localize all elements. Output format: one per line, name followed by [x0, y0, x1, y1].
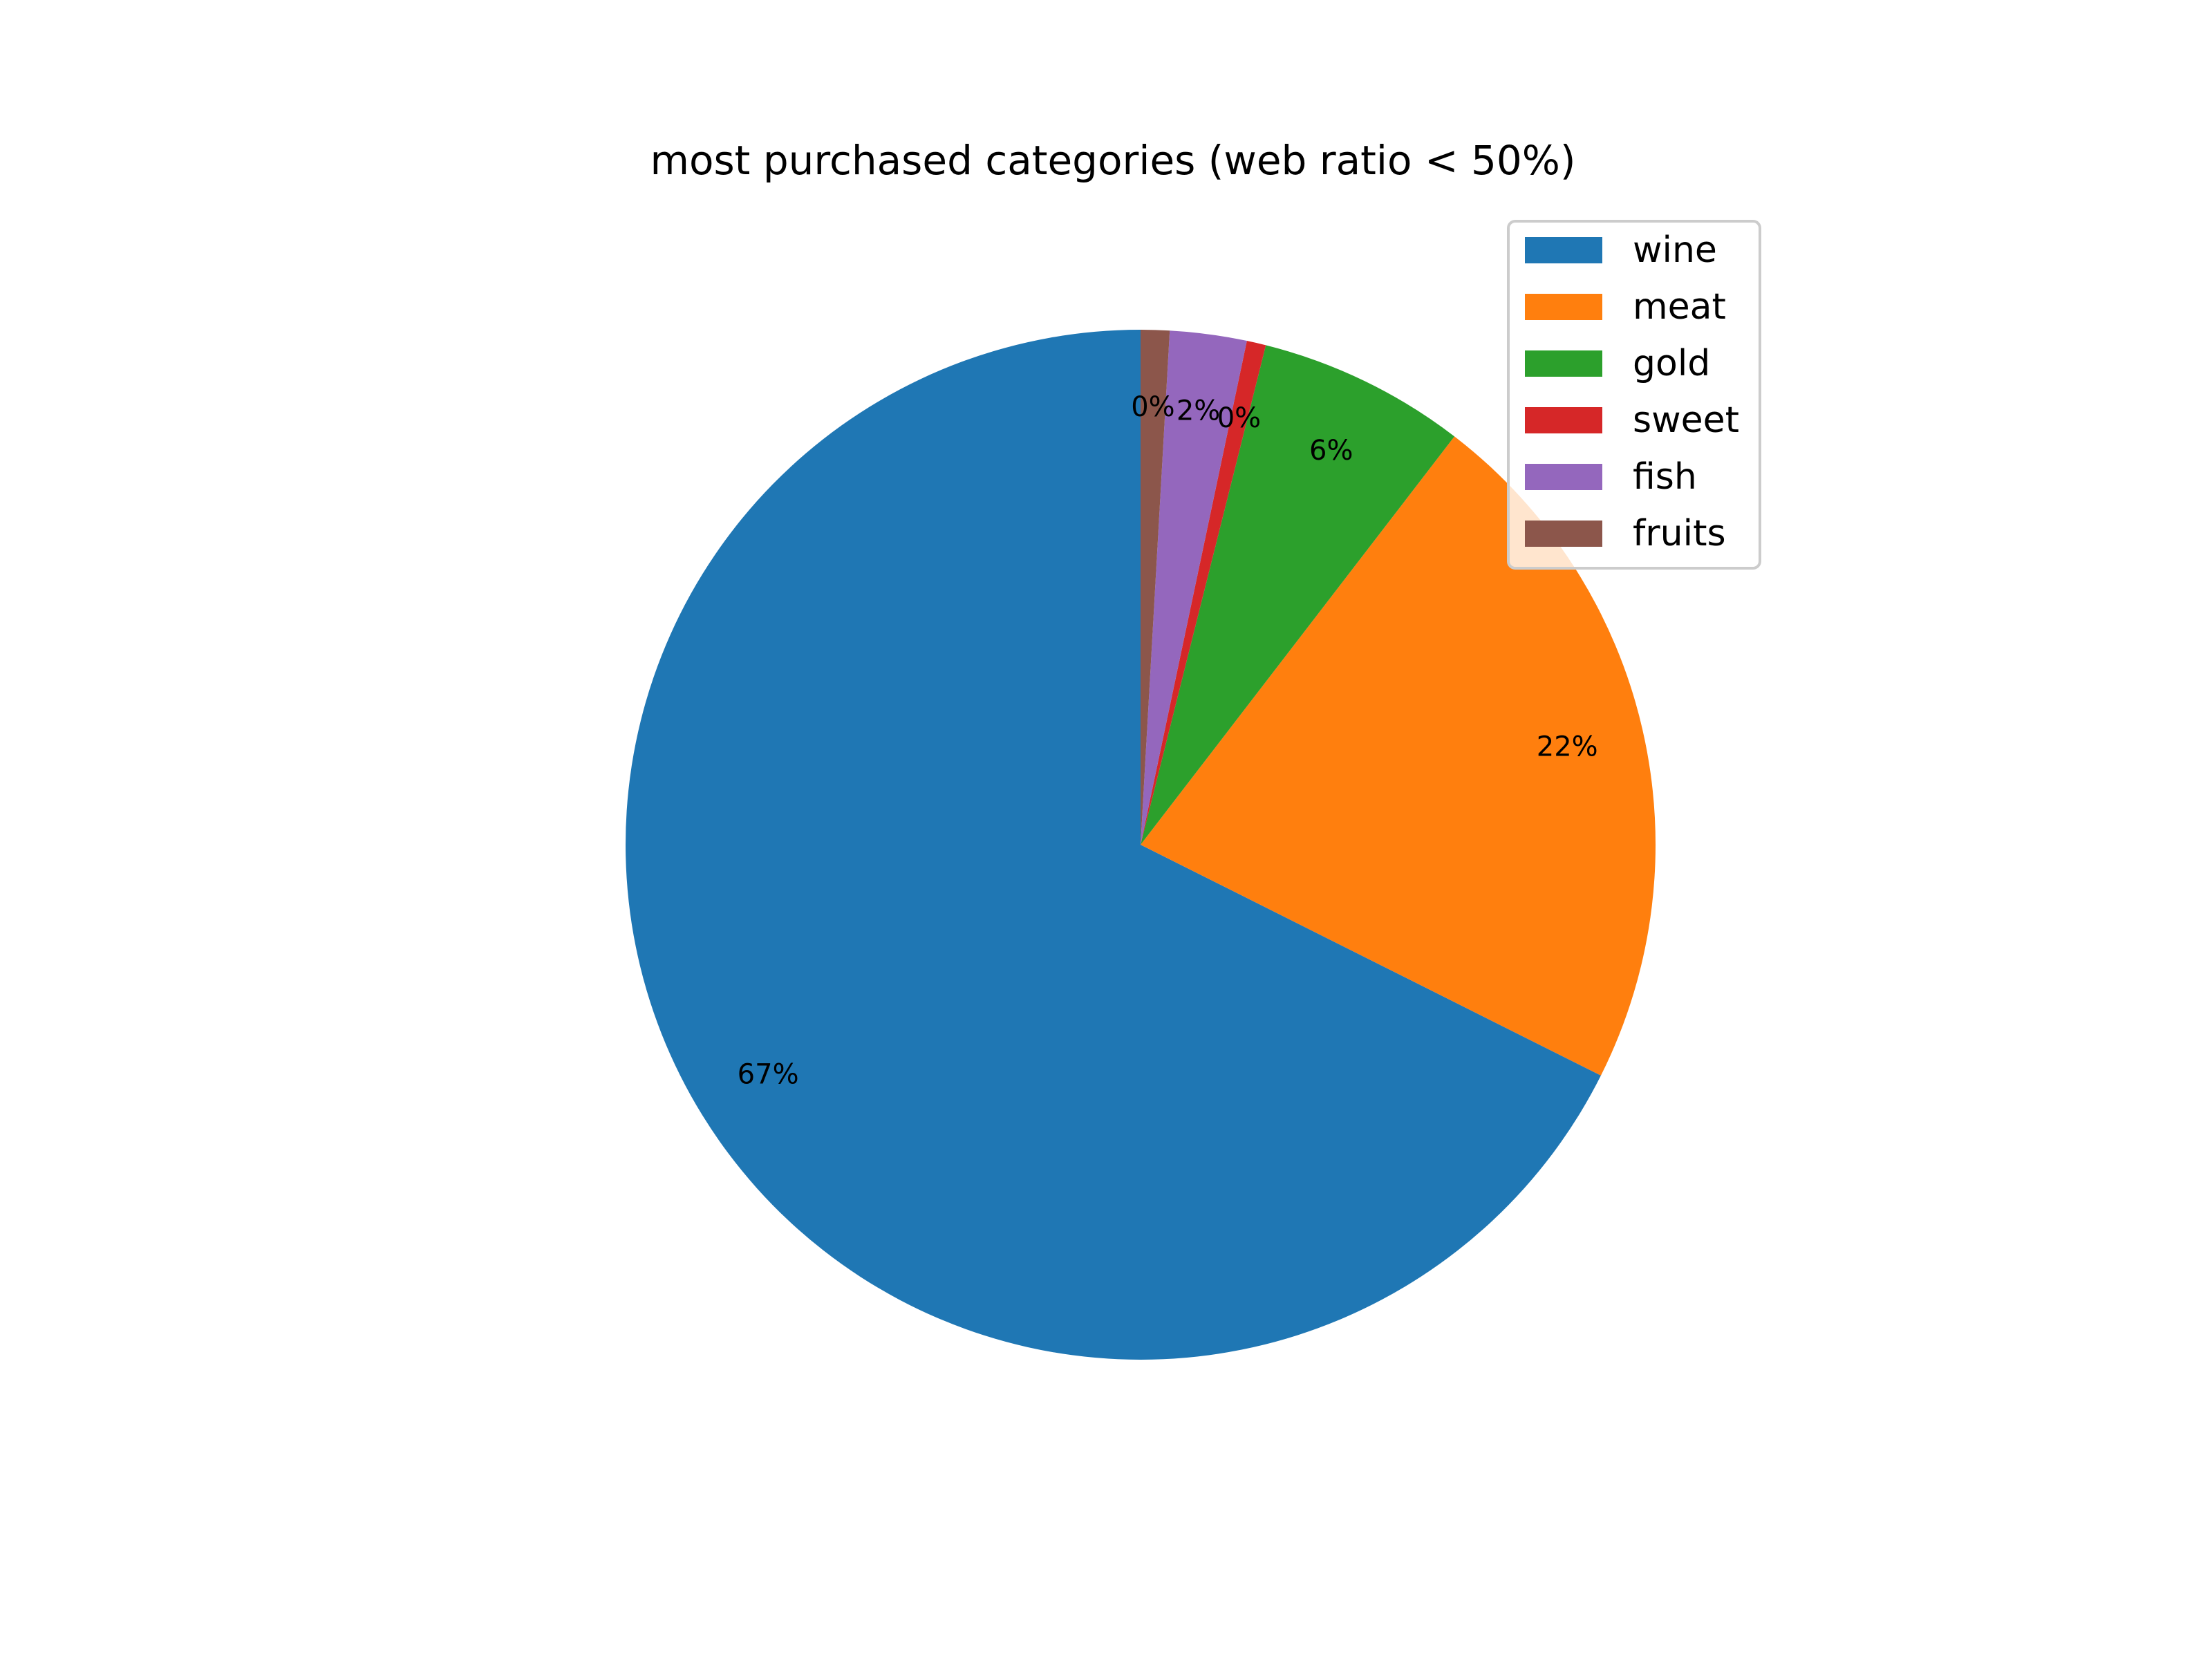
pct-label-meat: 22% — [1537, 731, 1598, 763]
legend-swatch-sweet — [1525, 407, 1602, 433]
legend-label-fish: fish — [1633, 456, 1697, 498]
pie-slice-wine — [626, 330, 1601, 1360]
pie-slices — [626, 330, 1656, 1360]
legend-label-wine: wine — [1633, 229, 1717, 271]
pie-slice-fish — [1141, 330, 1247, 845]
pie-slice-meat — [1141, 436, 1656, 1076]
legend-label-sweet: sweet — [1633, 400, 1739, 441]
legend-label-gold: gold — [1633, 343, 1710, 384]
legend-swatch-fruits — [1525, 521, 1602, 547]
pct-label-gold: 6% — [1309, 435, 1353, 467]
chart-title: most purchased categories (web ratio < 5… — [650, 137, 1575, 184]
pie-percent-labels: 67% 22% 6% 0%2%0% — [738, 391, 1598, 1091]
legend-swatch-meat — [1525, 294, 1602, 320]
legend: wine meat gold sweet fish fruits — [1507, 220, 1761, 570]
pct-label-fish: 2% — [1177, 395, 1220, 427]
legend-swatch-wine — [1525, 237, 1602, 263]
legend-swatch-gold — [1525, 350, 1602, 377]
pct-label-fruits: 0% — [1131, 391, 1174, 423]
pie-slice-fruits — [1141, 330, 1170, 845]
legend-items: wine meat gold sweet fish fruits — [1525, 229, 1739, 554]
legend-swatch-fish — [1525, 464, 1602, 490]
pct-label-sweet: 0% — [1217, 402, 1261, 434]
legend-label-meat: meat — [1633, 286, 1726, 328]
legend-label-fruits: fruits — [1633, 513, 1726, 554]
pie-slice-sweet — [1141, 341, 1266, 845]
pie-slice-gold — [1141, 345, 1455, 845]
pct-label-wine: 67% — [738, 1059, 799, 1091]
